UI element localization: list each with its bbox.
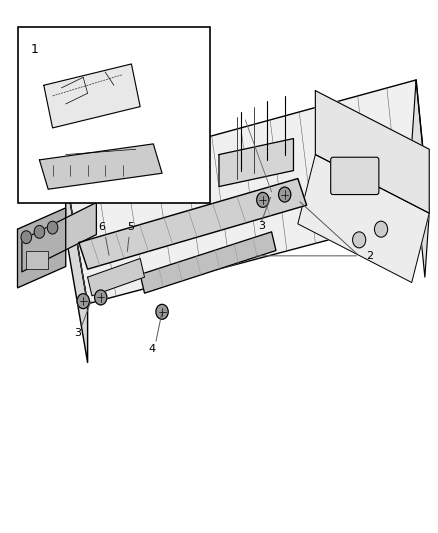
Circle shape: [34, 225, 45, 238]
Polygon shape: [298, 155, 429, 282]
Circle shape: [95, 290, 107, 305]
Circle shape: [21, 231, 32, 244]
Polygon shape: [22, 203, 96, 272]
Polygon shape: [39, 144, 162, 189]
Polygon shape: [44, 64, 140, 128]
Text: 2: 2: [366, 251, 373, 261]
Circle shape: [77, 294, 89, 309]
FancyBboxPatch shape: [331, 157, 379, 195]
Text: 1: 1: [31, 43, 39, 55]
Polygon shape: [88, 259, 145, 296]
Text: 3: 3: [258, 221, 265, 231]
Text: 3: 3: [74, 328, 81, 338]
Circle shape: [257, 192, 269, 207]
Bar: [26, 251, 48, 269]
Polygon shape: [412, 80, 429, 277]
Polygon shape: [140, 232, 276, 293]
Text: 5: 5: [127, 222, 134, 232]
Polygon shape: [18, 208, 66, 288]
Circle shape: [353, 232, 366, 248]
Polygon shape: [315, 91, 429, 213]
Polygon shape: [219, 139, 293, 187]
Circle shape: [156, 304, 168, 319]
Circle shape: [279, 187, 291, 202]
Polygon shape: [66, 176, 88, 362]
Polygon shape: [79, 179, 307, 269]
Circle shape: [374, 221, 388, 237]
Text: 4: 4: [149, 344, 156, 354]
Circle shape: [47, 221, 58, 234]
Polygon shape: [66, 80, 429, 304]
Text: 6: 6: [99, 222, 106, 232]
Bar: [18, 27, 210, 203]
